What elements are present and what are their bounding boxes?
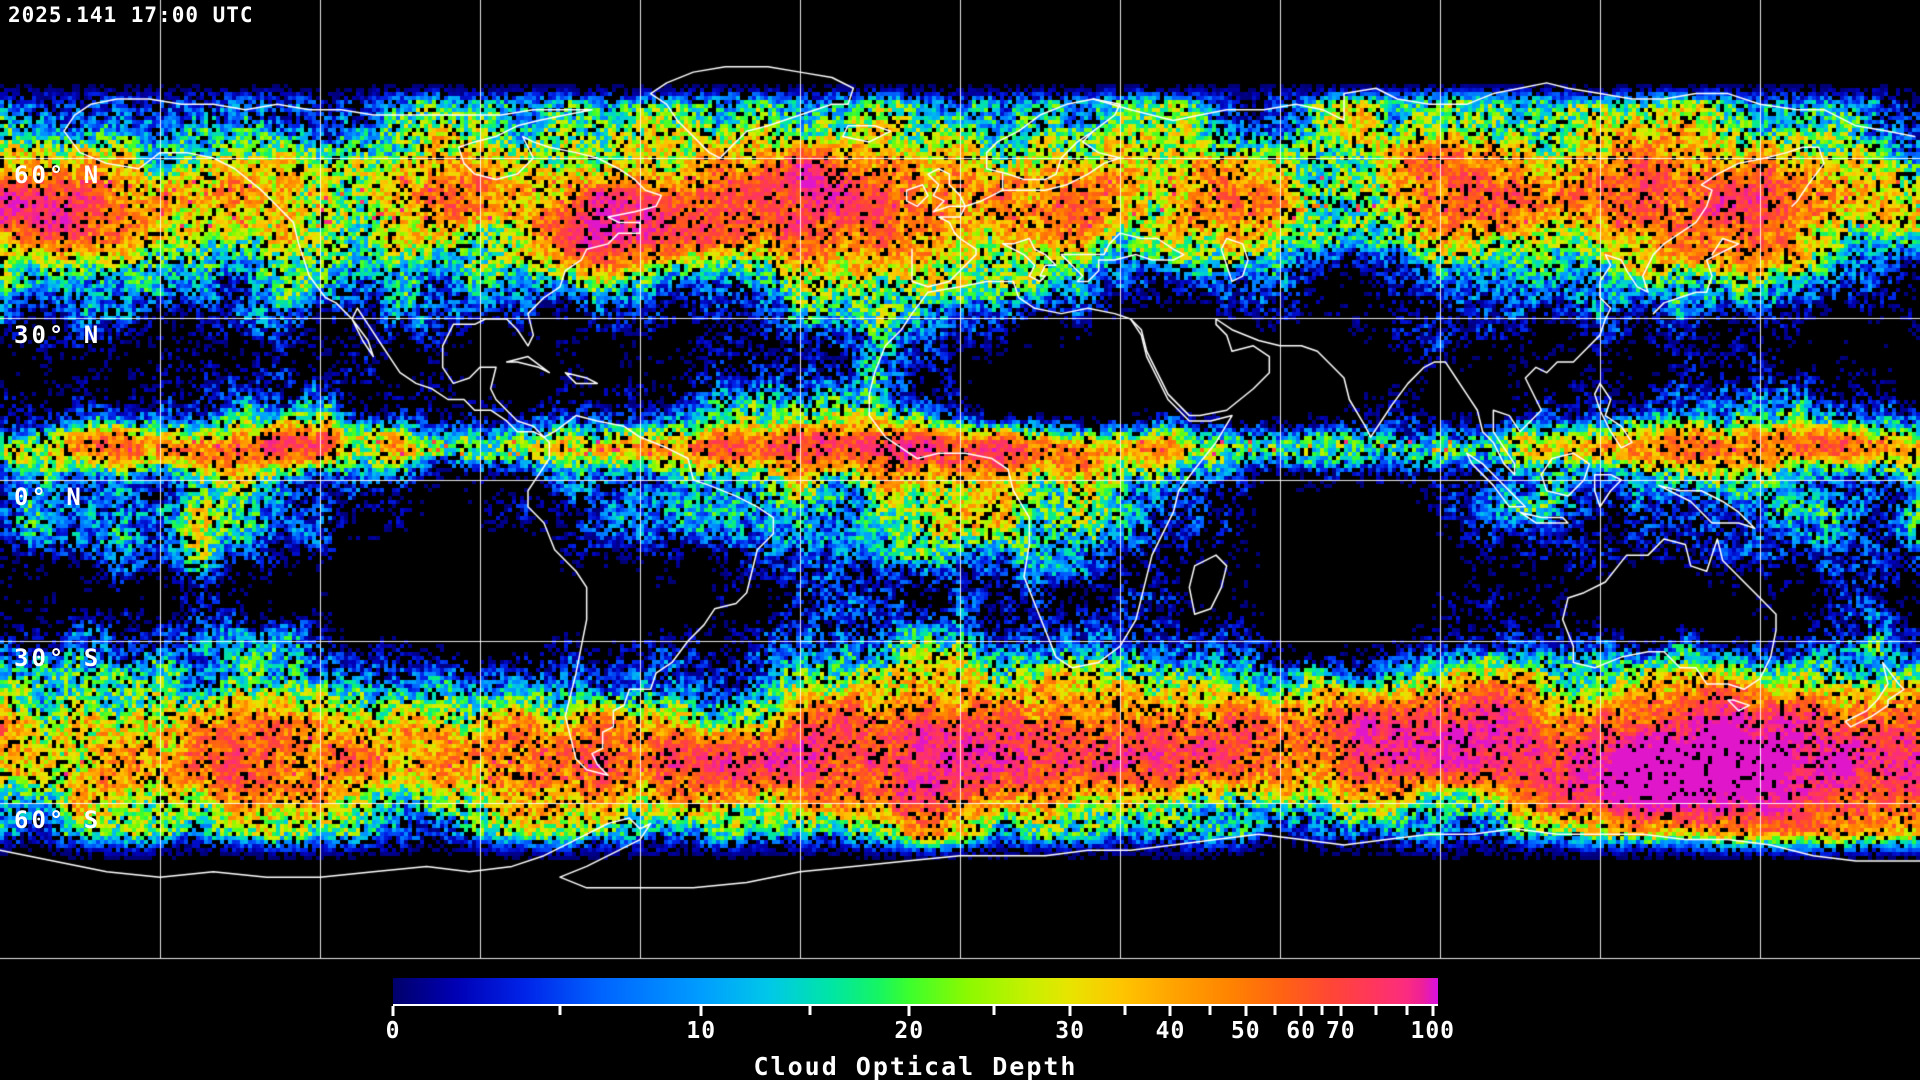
- colorbar-tick-15: [808, 1006, 812, 1015]
- colorbar-tick-60: [1299, 1006, 1303, 1016]
- latitude-label-0: 60° N: [14, 161, 102, 189]
- colorbar-tick-label-100: 100: [1410, 1018, 1456, 1044]
- colorbar-tick-label-50: 50: [1230, 1018, 1261, 1044]
- colorbar-tick-50: [1244, 1006, 1248, 1016]
- colorbar-tick-label-10: 10: [686, 1018, 717, 1044]
- colorbar-tick-90: [1405, 1006, 1409, 1015]
- colorbar-tick-label-60: 60: [1286, 1018, 1316, 1044]
- latitude-label-4: 60° S: [14, 806, 102, 834]
- colorbar-title: Cloud Optical Depth: [753, 1052, 1078, 1080]
- colorbar-tick-label-0: 0: [385, 1018, 401, 1044]
- latitude-label-2: 0° N: [14, 483, 84, 511]
- colorbar-axis-line: [393, 1004, 1438, 1006]
- colorbar-gradient: [393, 978, 1438, 1004]
- colorbar-tick-label-20: 20: [894, 1018, 925, 1044]
- colorbar: 0 10 20 30 40 50 60 70 100 Cloud Optical Depth: [386, 978, 1454, 1080]
- timestamp-label: 2025.141 17:00 UTC: [8, 3, 254, 27]
- colorbar-tick-100: [1431, 1006, 1435, 1016]
- colorbar-tick-80: [1374, 1006, 1378, 1015]
- latitude-label-1: 30° N: [14, 321, 102, 349]
- colorbar-tick-55: [1273, 1006, 1277, 1015]
- colorbar-tick-25: [992, 1006, 996, 1015]
- colorbar-ticks: 0 10 20 30 40 50 60 70 100: [386, 1006, 1454, 1050]
- colorbar-tick-65: [1320, 1006, 1324, 1015]
- colorbar-tick-70: [1339, 1006, 1343, 1016]
- colorbar-tick-5: [558, 1006, 562, 1015]
- colorbar-tick-20: [907, 1006, 911, 1016]
- colorbar-tick-45: [1208, 1006, 1212, 1015]
- colorbar-tick-label-40: 40: [1155, 1018, 1186, 1044]
- colorbar-tick-0: [391, 1006, 395, 1016]
- colorbar-tick-10: [699, 1006, 703, 1016]
- cloud-optical-depth-map: [0, 0, 1920, 963]
- colorbar-tick-40: [1168, 1006, 1172, 1016]
- colorbar-tick-30: [1068, 1006, 1072, 1016]
- colorbar-tick-label-30: 30: [1055, 1018, 1086, 1044]
- colorbar-tick-35: [1123, 1006, 1126, 1015]
- latitude-label-3: 30° S: [14, 644, 102, 672]
- colorbar-tick-label-70: 70: [1325, 1018, 1356, 1044]
